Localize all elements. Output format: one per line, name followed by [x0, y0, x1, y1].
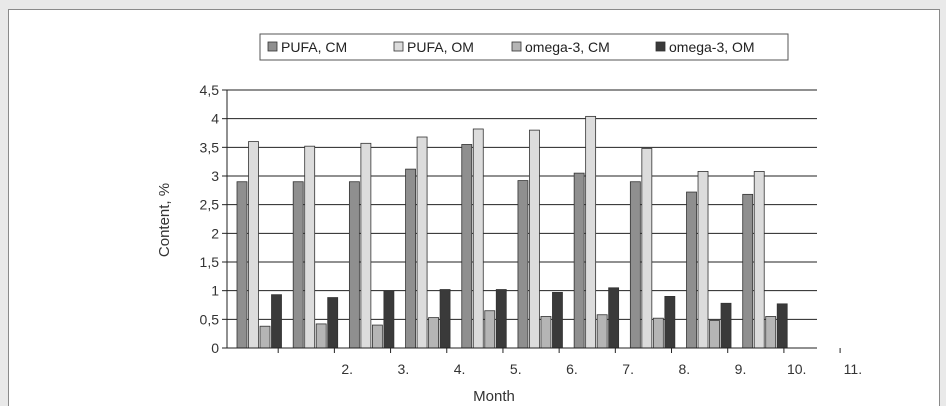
legend-swatch: [511, 41, 522, 52]
bar: [405, 168, 416, 349]
y-tick-label: 2: [211, 225, 219, 241]
x-tick-label: 9.: [735, 361, 747, 377]
bar: [315, 323, 327, 349]
bar: [360, 142, 372, 349]
figure-frame: PUFA, CM PUFA, OM omega-3, CM omega-3, OM 0…: [8, 9, 940, 406]
bar: [348, 181, 360, 349]
x-tick-label: 6.: [566, 361, 578, 377]
x-tick-label: 2.: [341, 361, 353, 377]
bar: [304, 145, 316, 349]
bar: [765, 316, 777, 349]
bar: [271, 294, 282, 349]
bar: [629, 181, 641, 349]
y-tick-label: 2,5: [200, 197, 220, 213]
bar: [248, 141, 259, 349]
bar: [709, 320, 720, 349]
x-tick-label: 4.: [454, 361, 466, 377]
bar: [236, 181, 248, 349]
bar: [383, 290, 395, 349]
bar: [652, 317, 664, 349]
x-tick-label: 3.: [398, 361, 410, 377]
y-tick-label: 4,5: [200, 82, 220, 98]
bar: [664, 295, 676, 349]
legend-entry: PUFA, OM: [407, 39, 474, 55]
bar: [686, 191, 697, 349]
bar: [461, 144, 473, 349]
y-tick-label: 3,5: [200, 139, 220, 155]
bar: [484, 310, 496, 349]
legend-box: [259, 33, 789, 61]
bar: [742, 193, 754, 349]
legend-swatch: [393, 41, 404, 52]
x-tick-label: 5.: [510, 361, 522, 377]
x-tick-label: 10.: [787, 361, 806, 377]
bar: [292, 181, 304, 349]
bar: [608, 287, 620, 349]
y-tick-label: 4: [211, 111, 219, 127]
bar: [720, 302, 732, 349]
legend-entry: omega-3, OM: [669, 39, 755, 55]
plot-area: 0 0,5 1 1,5 2 2,5 3 3,5 4 4,5 2. 3. 4. 5. 6. 7. 8. 9. 10.…: [200, 82, 863, 377]
bar: [259, 325, 271, 349]
bar: [327, 297, 339, 349]
x-tick-label: 7.: [622, 361, 634, 377]
bar: [428, 317, 439, 349]
bar: [585, 115, 597, 349]
bar: [540, 316, 552, 349]
legend-entry: PUFA, CM: [281, 39, 347, 55]
y-tick-label: 0,5: [200, 311, 220, 327]
bar-chart: PUFA, CM PUFA, OM omega-3, CM omega-3, OM 0…: [156, 33, 863, 405]
bar: [552, 291, 563, 349]
y-tick-label: 1: [211, 283, 219, 299]
bar: [641, 148, 653, 349]
bar: [517, 180, 529, 349]
bar: [495, 289, 507, 349]
bar: [753, 171, 765, 349]
y-tick-label: 1,5: [200, 254, 220, 270]
bar: [776, 303, 788, 349]
bar: [371, 324, 383, 349]
bar: [439, 289, 451, 349]
x-tick-label: 11.: [844, 361, 862, 377]
bar: [596, 314, 608, 349]
legend: PUFA, CM PUFA, OM omega-3, CM omega-3, OM: [259, 33, 789, 61]
legend-entry: omega-3, CM: [525, 39, 610, 55]
bar: [573, 172, 585, 349]
x-axis-label: Month: [473, 388, 515, 405]
y-tick-label: 3: [211, 168, 219, 184]
legend-swatch: [655, 41, 666, 52]
bar: [697, 171, 709, 349]
bar: [472, 128, 484, 349]
bar: [416, 136, 428, 349]
y-axis-label: Content, %: [156, 183, 173, 257]
x-tick-label: 8.: [678, 361, 690, 377]
legend-swatch: [267, 41, 278, 52]
bar: [529, 129, 540, 349]
y-tick-label: 0: [211, 340, 219, 356]
